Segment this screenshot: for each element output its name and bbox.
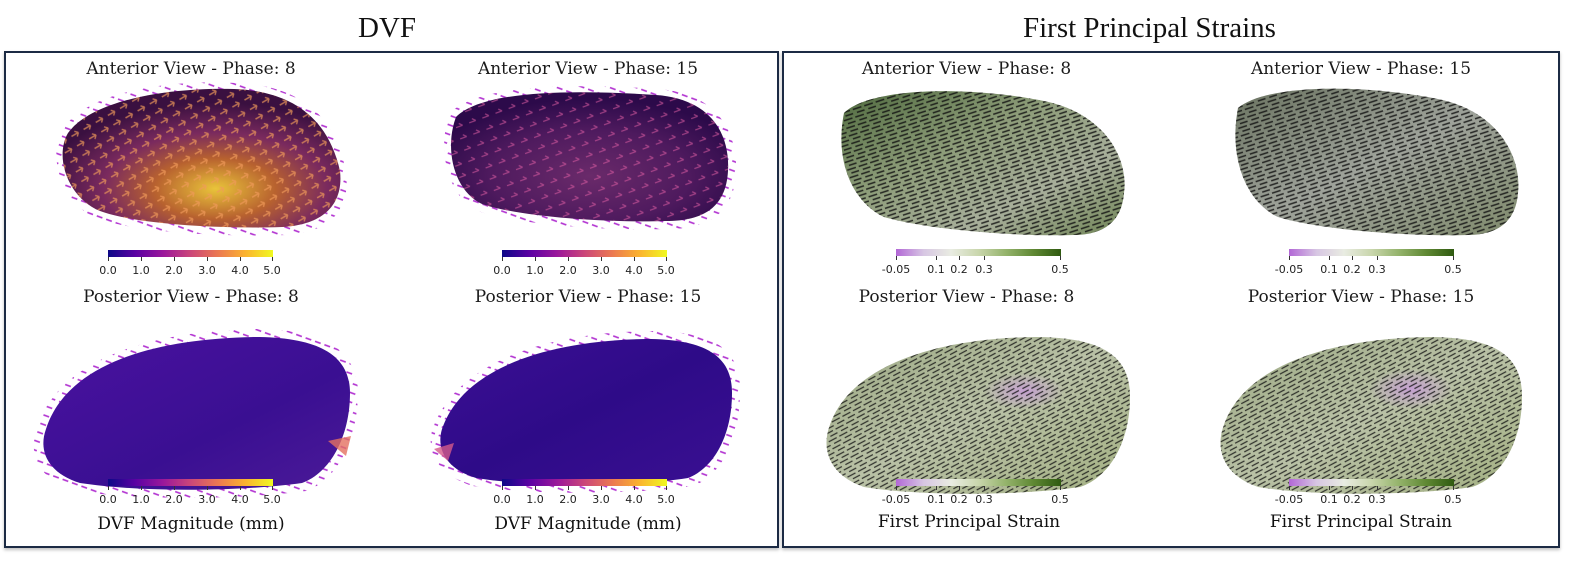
tick-label: 5.0	[263, 264, 281, 277]
strain-lung-render-posterior-15	[1220, 337, 1522, 494]
tick-label: 0.2	[1343, 493, 1361, 506]
dvf-colorbar: 0.0 1.0 2.0 3.0 4.0 5.0	[99, 479, 281, 506]
tick-label: 0.5	[1444, 493, 1462, 506]
strain-panel: Anterior View - Phase: 8 -0.05 0.1 0.2 0…	[782, 51, 1560, 548]
tick-label: 5.0	[657, 493, 675, 506]
tick-label: 1.0	[526, 264, 544, 277]
tick-label: 5.0	[657, 264, 675, 277]
tick-label: 4.0	[625, 264, 643, 277]
dvf-lung-render-anterior-15	[444, 86, 737, 230]
tick-label: 4.0	[231, 493, 249, 506]
tick-label: -0.05	[881, 263, 911, 276]
colorbar-gradient	[896, 249, 1061, 256]
view-title: Posterior View - Phase: 15	[474, 287, 702, 307]
strain-anterior-phase-8: Anterior View - Phase: 8 -0.05 0.1 0.2 0…	[784, 53, 1164, 288]
tick-label: 2.0	[559, 493, 577, 506]
strain-colorbar: -0.05 0.1 0.2 0.3 0.5	[882, 249, 1069, 276]
tick-label: 0.3	[1368, 493, 1386, 506]
tick-label: 0.2	[950, 493, 968, 506]
tick-label: 0.0	[493, 264, 511, 277]
dvf-posterior-phase-8: Posterior View - Phase: 8 0.0 1.0 2.0	[6, 281, 386, 534]
dvf-panel: Anterior View - Phase: 8	[4, 51, 779, 548]
strain-lung-render-anterior-15	[1235, 88, 1519, 236]
dvf-colorbar: 0.0 1.0 2.0 3.0 4.0 5.0	[493, 479, 675, 506]
strain-section-title: First Principal Strains	[1023, 12, 1276, 44]
colorbar-gradient	[502, 479, 667, 486]
tick-label: 2.0	[559, 264, 577, 277]
strain-colorbar: -0.05 0.1 0.2 0.3 0.5	[882, 479, 1069, 506]
dvf-anterior-phase-8: Anterior View - Phase: 8	[6, 53, 386, 288]
tick-label: 0.5	[1444, 263, 1462, 276]
tick-label: 3.0	[198, 493, 216, 506]
view-title: Anterior View - Phase: 15	[1250, 59, 1472, 79]
colorbar-gradient	[108, 250, 273, 257]
view-title: Posterior View - Phase: 8	[858, 287, 1075, 307]
tick-label: 4.0	[231, 264, 249, 277]
dvf-posterior-phase-15: Posterior View - Phase: 15 0.0 1.0 2.0	[398, 281, 778, 534]
tick-label: 5.0	[263, 493, 281, 506]
tick-label: 0.2	[950, 263, 968, 276]
dvf-colorbar: 0.0 1.0 2.0 3.0 4.0 5.0	[493, 250, 675, 277]
colorbar-gradient	[1289, 249, 1454, 256]
strain-posterior-phase-15: Posterior View - Phase: 15 -0.05 0.1 0.2…	[1176, 281, 1556, 532]
strain-posterior-phase-8: Posterior View - Phase: 8 -0.05 0.1 0.2 …	[784, 281, 1164, 532]
tick-label: 3.0	[592, 264, 610, 277]
dvf-lung-render-anterior-8	[56, 82, 347, 236]
dvf-lung-render-posterior-15	[430, 331, 740, 493]
view-title: Anterior View - Phase: 8	[861, 59, 1072, 79]
tick-label: -0.05	[1274, 263, 1304, 276]
tick-label: 0.2	[1343, 263, 1361, 276]
colorbar-label: First Principal Strain	[877, 512, 1061, 532]
tick-label: 2.0	[165, 493, 183, 506]
tick-label: 2.0	[165, 264, 183, 277]
tick-label: 1.0	[526, 493, 544, 506]
tick-label: 0.1	[1320, 493, 1338, 506]
tick-label: -0.05	[1274, 493, 1304, 506]
strain-lung-render-posterior-8	[826, 337, 1130, 494]
dvf-anterior-phase-15: Anterior View - Phase: 15	[398, 53, 778, 288]
tick-label: 0.0	[99, 264, 117, 277]
tick-label: 0.3	[975, 493, 993, 506]
tick-label: 3.0	[592, 493, 610, 506]
strain-anterior-phase-15: Anterior View - Phase: 15 -0.05 0.1 0.2 …	[1176, 53, 1556, 288]
colorbar-gradient	[502, 250, 667, 257]
view-title: Posterior View - Phase: 15	[1247, 287, 1475, 307]
tick-label: 0.1	[927, 263, 945, 276]
view-title: Posterior View - Phase: 8	[83, 287, 299, 307]
colorbar-label: First Principal Strain	[1269, 512, 1453, 532]
tick-label: 0.3	[1368, 263, 1386, 276]
colorbar-gradient	[108, 479, 273, 486]
tick-label: 0.1	[1320, 263, 1338, 276]
view-title: Anterior View - Phase: 15	[477, 59, 699, 79]
view-title: Anterior View - Phase: 8	[86, 59, 296, 79]
strain-colorbar: -0.05 0.1 0.2 0.3 0.5	[1275, 479, 1462, 506]
tick-label: 0.0	[99, 493, 117, 506]
dvf-lung-render-posterior-8	[33, 329, 358, 498]
strain-colorbar: -0.05 0.1 0.2 0.3 0.5	[1275, 249, 1462, 276]
colorbar-label: DVF Magnitude (mm)	[97, 514, 285, 534]
tick-label: -0.05	[881, 493, 911, 506]
colorbar-label: DVF Magnitude (mm)	[494, 514, 682, 534]
dvf-section-title: DVF	[358, 12, 417, 44]
tick-label: 4.0	[625, 493, 643, 506]
tick-label: 0.5	[1051, 493, 1069, 506]
tick-label: 3.0	[198, 264, 216, 277]
tick-label: 1.0	[132, 264, 150, 277]
dvf-colorbar: 0.0 1.0 2.0 3.0 4.0 5.0	[99, 250, 281, 277]
colorbar-gradient	[896, 479, 1061, 486]
colorbar-gradient	[1289, 479, 1454, 486]
tick-label: 0.3	[975, 263, 993, 276]
tick-label: 1.0	[132, 493, 150, 506]
tick-label: 0.1	[927, 493, 945, 506]
tick-label: 0.0	[493, 493, 511, 506]
tick-label: 0.5	[1051, 263, 1069, 276]
strain-lung-render-anterior-8	[841, 91, 1125, 236]
